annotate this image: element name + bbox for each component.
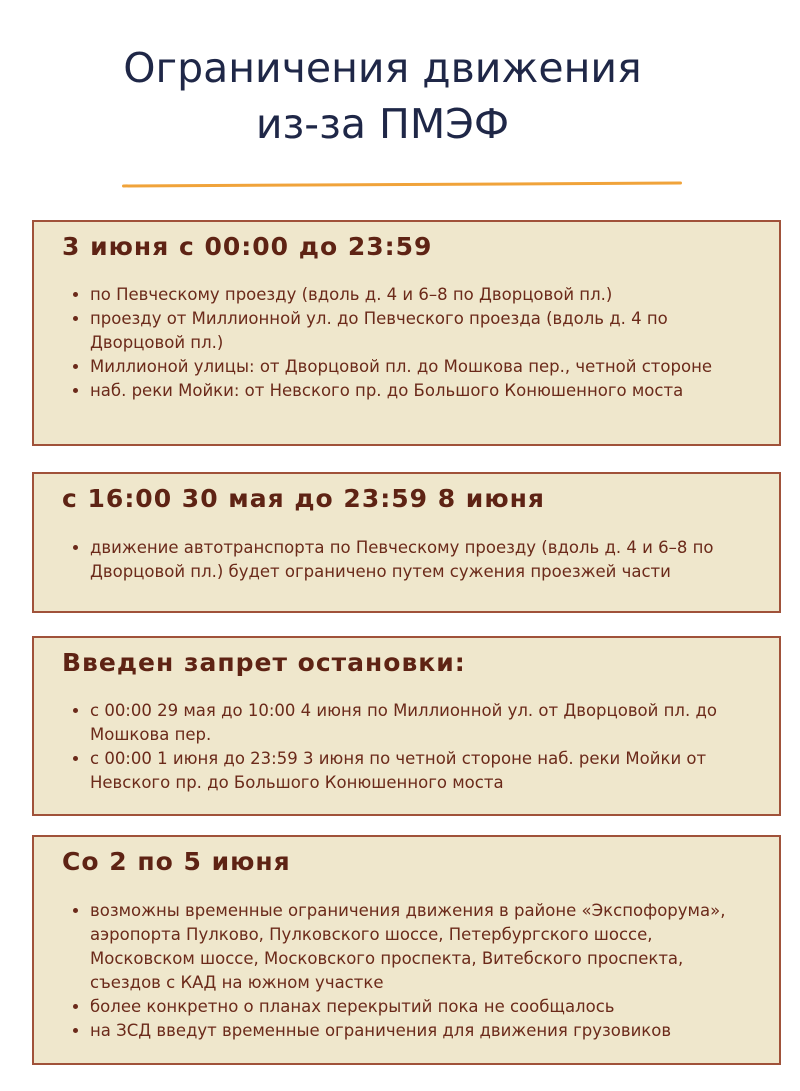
list-item: более конкретно о планах перекрытий пока… <box>90 995 759 1019</box>
section-heading: с 16:00 30 мая до 23:59 8 июня <box>62 484 545 513</box>
page-title: Ограничения движения из-за ПМЭФ <box>0 40 765 152</box>
list-item: возможны временные ограничения движения … <box>90 899 759 995</box>
list-item: на ЗСД введут временные ограничения для … <box>90 1019 759 1043</box>
section-list: движение автотранспорта по Певческому пр… <box>68 536 759 584</box>
section-may30-june8: с 16:00 30 мая до 23:59 8 июня движение … <box>32 472 781 613</box>
list-item: проезду от Миллионной ул. до Певческого … <box>90 307 759 355</box>
list-item: с 00:00 1 июня до 23:59 3 июня по четной… <box>90 747 759 795</box>
section-june-3: 3 июня с 00:00 до 23:59 по Певческому пр… <box>32 220 781 446</box>
list-item: с 00:00 29 мая до 10:00 4 июня по Миллио… <box>90 699 759 747</box>
title-line-2: из-за ПМЭФ <box>255 100 510 148</box>
section-heading: 3 июня с 00:00 до 23:59 <box>62 232 433 261</box>
section-june-2-5: Со 2 по 5 июня возможны временные ограни… <box>32 835 781 1065</box>
title-underline <box>121 181 683 188</box>
section-list: по Певческому проезду (вдоль д. 4 и 6–8 … <box>68 283 759 403</box>
section-heading: Со 2 по 5 июня <box>62 847 291 876</box>
section-list: с 00:00 29 мая до 10:00 4 июня по Миллио… <box>68 699 759 795</box>
list-item: Миллионой улицы: от Дворцовой пл. до Мош… <box>90 355 759 379</box>
title-line-1: Ограничения движения <box>123 44 642 92</box>
section-heading: Введен запрет остановки: <box>62 648 466 677</box>
list-item: по Певческому проезду (вдоль д. 4 и 6–8 … <box>90 283 759 307</box>
section-no-stopping: Введен запрет остановки: с 00:00 29 мая … <box>32 636 781 816</box>
section-list: возможны временные ограничения движения … <box>68 899 759 1043</box>
list-item: движение автотранспорта по Певческому пр… <box>90 536 759 584</box>
list-item: наб. реки Мойки: от Невского пр. до Боль… <box>90 379 759 403</box>
